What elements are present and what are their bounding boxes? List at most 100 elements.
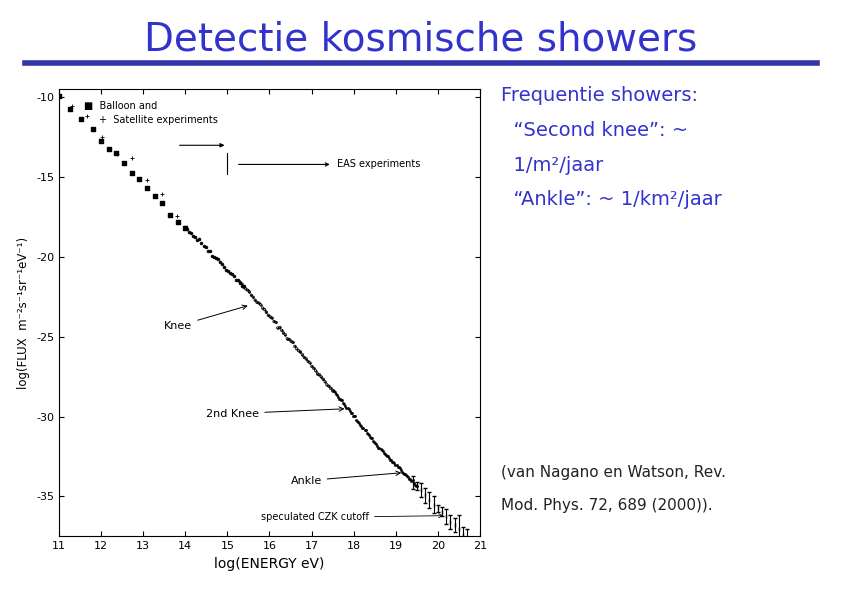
Point [190, 235, 204, 244]
Point [333, 395, 346, 404]
Point [395, 467, 408, 476]
Point [229, 275, 242, 285]
Point [373, 443, 386, 453]
Point [410, 482, 424, 491]
Point [385, 455, 398, 465]
Point [171, 218, 184, 227]
Point [297, 353, 311, 362]
Point [397, 469, 411, 479]
Point [95, 132, 109, 141]
Point [351, 417, 365, 426]
Text: Detectie kosmische showers: Detectie kosmische showers [144, 21, 698, 59]
Point [312, 370, 326, 379]
Point [125, 168, 138, 178]
Point [244, 290, 258, 300]
Point [377, 448, 391, 458]
Point [359, 426, 372, 435]
Point [271, 323, 285, 333]
Point [394, 465, 408, 475]
Point [156, 198, 169, 207]
Point [233, 277, 247, 287]
Point [273, 322, 286, 332]
Point [189, 232, 202, 242]
Point [300, 354, 313, 364]
Point [296, 350, 309, 359]
Point [226, 269, 239, 278]
Point [241, 285, 254, 295]
Point [326, 386, 339, 396]
Text: EAS experiments: EAS experiments [337, 160, 420, 169]
Point [213, 257, 226, 266]
Point [381, 451, 395, 461]
Point [376, 446, 389, 456]
Point [290, 344, 303, 353]
Point [274, 325, 288, 335]
Text: Mod. Phys. 72, 689 (2000)).: Mod. Phys. 72, 689 (2000)). [501, 498, 712, 513]
Point [329, 389, 343, 399]
Point [250, 297, 264, 307]
Point [381, 452, 394, 461]
Point [320, 380, 333, 390]
Point [330, 390, 344, 400]
Point [223, 268, 237, 278]
Point [292, 346, 306, 355]
Point [317, 374, 330, 384]
Point [318, 377, 332, 386]
Point [326, 386, 339, 395]
Point [403, 474, 417, 484]
Point [312, 370, 326, 379]
Point [209, 253, 222, 262]
Point [248, 296, 262, 305]
Point [267, 316, 280, 326]
Point [338, 399, 351, 409]
Point [235, 279, 248, 288]
Point [363, 432, 376, 442]
Point [277, 328, 290, 337]
Point [353, 418, 366, 428]
Point [265, 313, 279, 323]
Point [307, 364, 321, 373]
Point [170, 211, 184, 221]
Point [273, 322, 286, 332]
Point [309, 366, 322, 375]
Point [155, 190, 168, 199]
Point [207, 252, 221, 262]
Point [315, 372, 328, 381]
Point [258, 305, 271, 314]
Point [179, 222, 192, 232]
Point [180, 224, 194, 234]
Point [197, 241, 210, 251]
Point [290, 344, 303, 353]
Point [256, 303, 269, 313]
Point [405, 476, 418, 486]
Point [341, 403, 354, 412]
Point [326, 386, 339, 396]
Point [65, 101, 78, 111]
Point [241, 285, 254, 295]
Text: 1/m²/jaar: 1/m²/jaar [501, 156, 603, 175]
Point [232, 276, 245, 285]
Point [86, 124, 99, 134]
Point [141, 184, 154, 193]
Text: speculated CZK cutoff: speculated CZK cutoff [261, 513, 443, 523]
Point [303, 358, 317, 368]
Point [203, 247, 216, 256]
Point [374, 445, 387, 454]
Point [397, 468, 410, 477]
Text: Knee: Knee [164, 305, 247, 331]
Point [365, 433, 378, 442]
Point [239, 284, 253, 294]
Point [337, 398, 350, 408]
Point [267, 316, 280, 326]
Point [296, 350, 309, 359]
Point [318, 377, 332, 386]
Point [311, 369, 324, 378]
Point [271, 323, 285, 333]
Point [327, 387, 340, 396]
Point [233, 278, 247, 288]
Point [52, 92, 66, 101]
Point [305, 362, 318, 371]
Point [211, 254, 225, 264]
Point [357, 423, 370, 433]
Point [132, 174, 146, 184]
